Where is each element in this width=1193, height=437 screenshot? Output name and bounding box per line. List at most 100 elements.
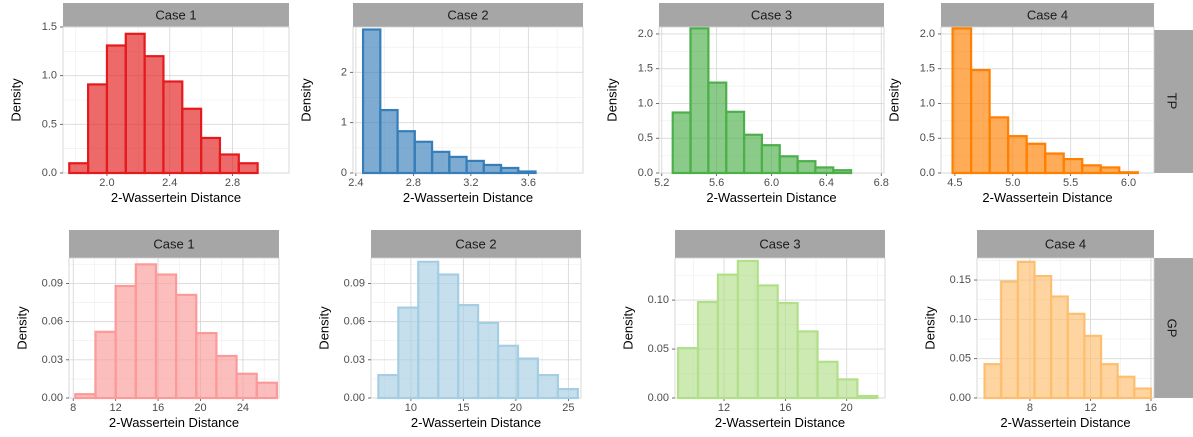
panel-tp-case-3: Case 3 5.2 5.6 6.0 6.4 6.8 0.0 0.5 1.0 1.5 2.0 2-Wa… (605, 3, 889, 205)
x-tick-label: 10 (405, 402, 417, 414)
x-tick-label: 5.5 (1063, 177, 1078, 189)
histogram-bar (430, 150, 451, 175)
histogram-bar (465, 159, 485, 175)
histogram-bar (1050, 295, 1069, 400)
histogram-bar (856, 394, 879, 400)
y-axis-title-gp-case-4: Density (923, 306, 938, 350)
x-tick-label: 12 (110, 402, 122, 414)
x-axis-title-gp-case-4: 2-Wassertein Distance (1000, 415, 1130, 430)
histogram-bar (760, 144, 781, 175)
histogram-bar (776, 301, 799, 400)
y-axis-title-tp-case-2: Density (299, 78, 314, 122)
y-axis-title-tp-case-3: Density (605, 78, 620, 122)
x-tick-label: 2.0 (99, 177, 114, 189)
histogram-bar (94, 330, 117, 400)
histogram-bar (448, 155, 468, 175)
histogram-bar (200, 136, 222, 175)
x-tick-label: 2.8 (406, 177, 421, 189)
x-tick-label: 15 (457, 402, 469, 414)
y-axis-title-tp-case-4: Density (887, 78, 902, 122)
y-axis-title-gp-case-2: Density (317, 306, 332, 350)
x-tick-label: 8 (1027, 402, 1033, 414)
y-tick-label: 2.0 (638, 28, 653, 40)
histogram-bar (1044, 152, 1065, 175)
panel-title-tp-case-2: Case 2 (447, 8, 488, 23)
x-tick-label: 20 (841, 402, 853, 414)
histogram-bar (154, 273, 178, 400)
y-tick-label: 2.0 (920, 28, 935, 40)
panel-title-tp-case-4: Case 4 (1027, 8, 1068, 23)
histogram-bar (951, 27, 973, 175)
histogram-bar (496, 344, 520, 400)
histogram-bar (756, 284, 779, 400)
histogram-bar (671, 111, 692, 175)
histogram-bar (707, 81, 728, 175)
x-tick-label: 3.2 (463, 177, 478, 189)
panel-title-gp-case-1: Case 1 (153, 237, 194, 252)
strip-tp-case-4 (941, 3, 1154, 27)
y-tick-label: 0.06 (344, 316, 365, 328)
panel-title-tp-case-1: Case 1 (155, 8, 196, 23)
histogram-bar (736, 259, 759, 400)
panel-title-gp-case-3: Case 3 (759, 237, 800, 252)
y-axis-title-gp-case-3: Density (621, 306, 636, 350)
x-axis-title-tp-case-1: 2-Wassertein Distance (111, 190, 241, 205)
y-tick-label: 0.15 (950, 274, 971, 286)
histogram-bar (417, 260, 440, 400)
histogram-bar (832, 169, 853, 175)
y-tick-label: 0.00 (42, 392, 63, 404)
histogram-bar (1033, 274, 1053, 400)
y-tick-label: 0.5 (638, 132, 653, 144)
x-axis-title-tp-case-2: 2-Wassertein Distance (403, 190, 533, 205)
x-tick-label: 3.6 (521, 177, 536, 189)
histogram-bar (1133, 387, 1153, 400)
panel-gp-case-1: Case 1 8 12 16 20 24 0.00 0.03 0.06 0.09 2-Wassert… (15, 230, 280, 430)
histogram-bar (218, 153, 240, 175)
panel-gp-case-3: Case 3 12 16 20 0.00 0.05 0.10 2-Wassertein Dis… (621, 230, 886, 430)
x-tick-label: 6.4 (819, 177, 834, 189)
panel-title-gp-case-2: Case 2 (455, 237, 496, 252)
y-tick-label: 0.09 (42, 277, 63, 289)
x-tick-label: 16 (779, 402, 791, 414)
histogram-bar (725, 110, 746, 175)
histogram-bar (114, 284, 137, 400)
histogram-bar (696, 300, 720, 400)
x-axis-title-gp-case-3: 2-Wassertein Distance (715, 415, 845, 430)
histogram-bar (361, 28, 382, 175)
histogram-bar (396, 130, 416, 175)
x-axis-title-tp-case-3: 2-Wassertein Distance (706, 190, 836, 205)
y-tick-label: 0.5 (920, 132, 935, 144)
strip-tp-case-3 (659, 3, 884, 27)
row-strip-label-gp: GP (1165, 319, 1180, 338)
y-tick-label: 1.0 (638, 97, 653, 109)
y-tick-label: 2 (341, 66, 347, 78)
x-tick-label: 6.0 (1121, 177, 1136, 189)
histogram-bar (437, 273, 460, 400)
histogram-bar (1118, 171, 1139, 175)
histogram-bar (162, 80, 184, 175)
strip-gp-case-3 (675, 230, 885, 258)
histogram-bar (988, 116, 1010, 175)
strip-gp-case-4 (977, 230, 1154, 258)
histogram-bar (413, 140, 434, 175)
histogram-bar (124, 32, 146, 175)
histogram-bar (1016, 260, 1036, 400)
x-tick-label: 12 (1084, 402, 1096, 414)
y-tick-label: 1 (341, 117, 347, 129)
y-tick-label: 0.00 (648, 392, 669, 404)
y-tick-label: 0.03 (344, 354, 365, 366)
y-tick-label: 1.0 (42, 70, 57, 82)
panel-title-gp-case-4: Case 4 (1045, 237, 1086, 252)
histogram-bar (397, 306, 420, 400)
x-tick-label: 2.8 (225, 177, 240, 189)
strip-tp-case-2 (353, 3, 583, 27)
x-axis-title-gp-case-1: 2-Wassertein Distance (109, 415, 239, 430)
histogram-bar (1083, 334, 1103, 400)
x-tick-label: 6.8 (874, 177, 889, 189)
x-tick-label: 24 (237, 402, 249, 414)
histogram-bar (181, 107, 203, 175)
y-tick-label: 0.0 (638, 167, 653, 179)
histogram-bar (105, 44, 127, 175)
histogram-bar (778, 155, 799, 175)
panel-tp-case-1: Case 1 2.0 2.4 2.8 0.0 0.5 1.0 1.5 2-Wassertein … (9, 3, 290, 205)
